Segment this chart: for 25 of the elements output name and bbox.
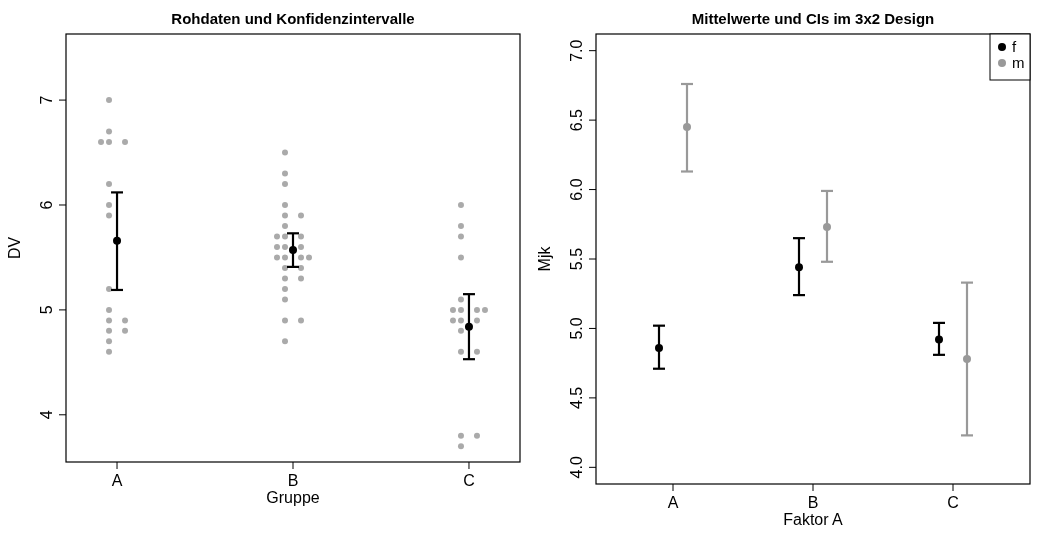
x-tick-label: B <box>807 494 819 511</box>
x-tick-label: A <box>667 494 679 511</box>
y-axis-title: Mjk <box>536 245 553 272</box>
x-tick-label: B <box>287 472 299 489</box>
x-tick-label: C <box>463 472 475 489</box>
x-tick-label: C <box>947 494 959 511</box>
legend-label: f <box>1012 38 1017 55</box>
y-tick-label: 6.0 <box>568 178 585 201</box>
x-tick-label: A <box>111 472 123 489</box>
chart-title: Rohdaten und Konfidenzintervalle <box>171 10 415 27</box>
chart-title: Mittelwerte und CIs im 3x2 Design <box>691 10 935 27</box>
y-tick-label: 7 <box>38 95 55 105</box>
y-tick-label: 4.5 <box>568 386 585 410</box>
y-tick-label: 4 <box>38 410 55 420</box>
legend-label: m <box>1012 54 1025 71</box>
x-axis-title: Gruppe <box>266 489 320 506</box>
y-tick-label: 6 <box>38 200 55 210</box>
y-tick-label: 5 <box>38 305 55 315</box>
y-tick-label: 5.5 <box>568 247 585 271</box>
y-axis-title: DV <box>6 236 23 260</box>
x-axis-title: Faktor A <box>783 511 844 528</box>
y-tick-label: 6.5 <box>568 108 585 132</box>
y-tick-label: 7.0 <box>568 39 585 62</box>
y-tick-label: 5.0 <box>568 317 585 340</box>
y-tick-label: 4.0 <box>568 456 585 479</box>
